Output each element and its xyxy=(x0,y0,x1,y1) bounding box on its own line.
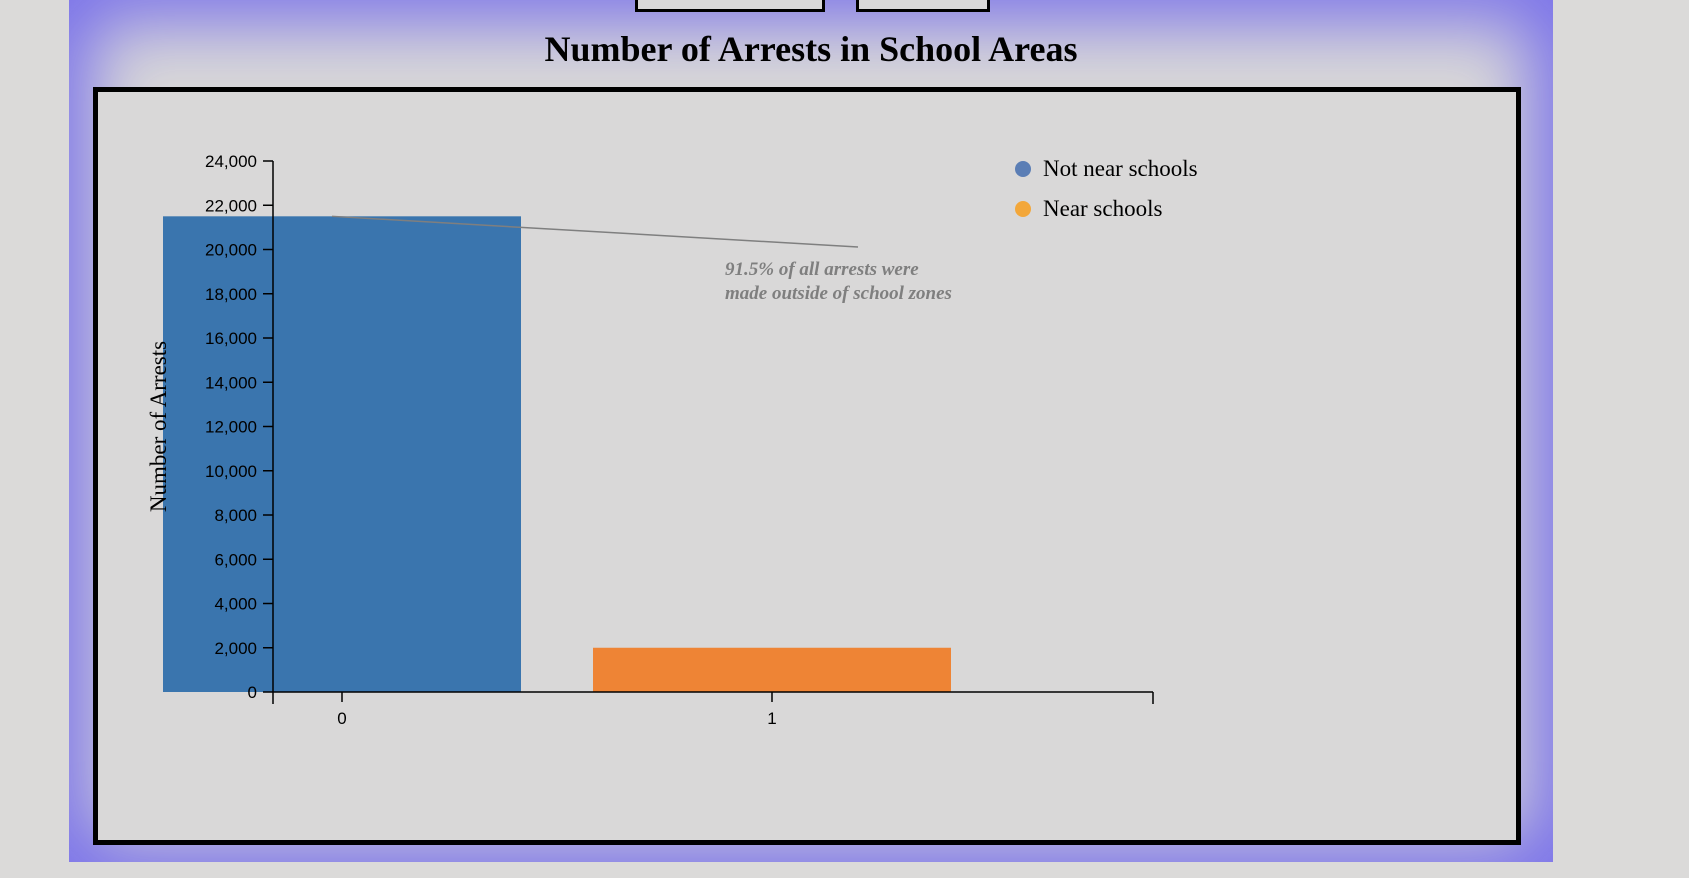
y-tick-label-12000: 12,000 xyxy=(205,418,257,437)
y-tick-label-14000: 14,000 xyxy=(205,373,257,392)
y-tick-label-24000: 24,000 xyxy=(205,152,257,171)
annotation-connector xyxy=(331,215,859,248)
y-tick-label-16000: 16,000 xyxy=(205,329,257,348)
y-tick-label-10000: 10,000 xyxy=(205,462,257,481)
annotation-line-0: 91.5% of all arrests were xyxy=(725,259,919,280)
annotation-line-1: made outside of school zones xyxy=(725,283,952,304)
y-tick-label-8000: 8,000 xyxy=(214,506,257,525)
y-tick-label-6000: 6,000 xyxy=(214,550,257,569)
legend-swatch-0 xyxy=(1015,161,1031,177)
x-tick-label-0: 0 xyxy=(337,709,346,728)
legend-swatch-1 xyxy=(1015,201,1031,217)
x-tick-label-1: 1 xyxy=(767,709,776,728)
top-button-left[interactable] xyxy=(635,0,825,12)
bar-chart: 0 2,000 4,000 6,000 8,000 10,000 12,000 14,000 1… xyxy=(146,152,1198,728)
legend-label-1: Near schools xyxy=(1043,196,1162,221)
chart-panel: Number of Arrests in School Areas 0 2,000… xyxy=(69,0,1553,862)
y-axis-title: Number of Arrests xyxy=(146,341,171,512)
y-tick-label-18000: 18,000 xyxy=(205,285,257,304)
y-tick-label-20000: 20,000 xyxy=(205,241,257,260)
top-button-right[interactable] xyxy=(856,0,990,12)
chart-frame: 0 2,000 4,000 6,000 8,000 10,000 12,000 14,000 1… xyxy=(93,87,1521,845)
y-tick-label-22000: 22,000 xyxy=(205,196,257,215)
chart-title: Number of Arrests in School Areas xyxy=(544,29,1078,69)
bar-1 xyxy=(593,647,951,692)
legend-label-0: Not near schools xyxy=(1043,156,1198,181)
y-tick-label-2000: 2,000 xyxy=(214,639,257,658)
y-tick-label-4000: 4,000 xyxy=(214,595,257,614)
y-tick-label-0: 0 xyxy=(248,683,257,702)
bar-0 xyxy=(163,216,521,692)
